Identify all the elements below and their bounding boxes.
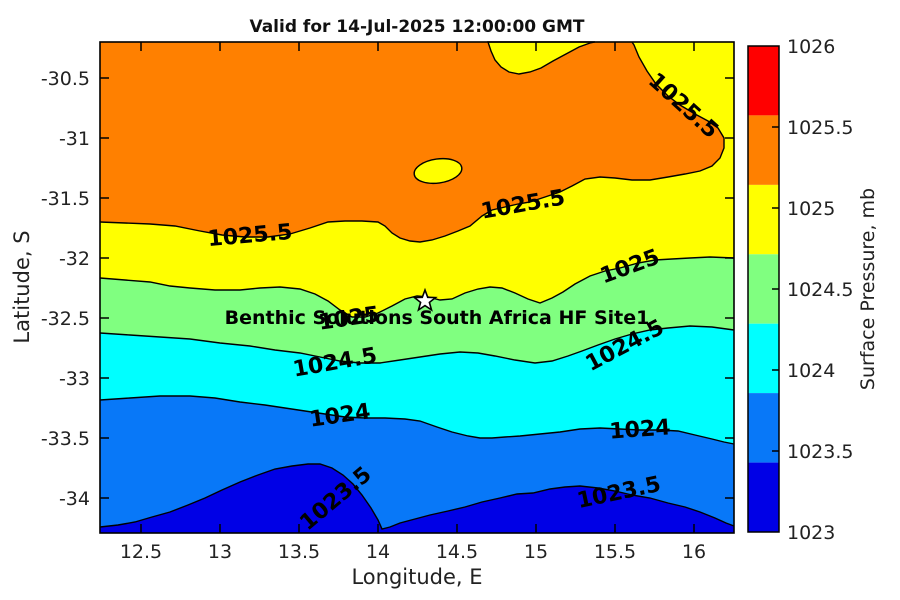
y-axis-label: Latitude, S — [10, 230, 34, 344]
contour-line-1023-5 — [99, 463, 735, 530]
colorbar — [747, 45, 780, 533]
contour-line-1025 — [99, 256, 735, 318]
y-tick-label: -32.5 — [40, 308, 90, 330]
colorbar-band-orange — [748, 115, 779, 185]
colorbar-tick-label: 1023 — [787, 522, 836, 544]
colorbar-ticks — [772, 126, 779, 452]
x-tick-label: 14.5 — [435, 541, 479, 563]
colorbar-tick-label: 1024.5 — [787, 279, 854, 301]
y-axis-ticks — [100, 77, 734, 499]
y-tick-label: -30.5 — [40, 68, 90, 90]
plot-border — [99, 41, 735, 534]
colorbar-band-red — [748, 46, 779, 116]
colorbar-tick-label: 1023.5 — [787, 441, 854, 463]
colorbar-tick-label: 1025 — [787, 198, 836, 220]
x-tick-label: 13 — [207, 541, 233, 563]
colorbar-band-cyan — [748, 323, 779, 394]
contour-line-1025-5 — [99, 41, 725, 243]
colorbar-band-yellow — [748, 184, 779, 255]
colorbar-tick-label: 1026 — [787, 36, 836, 58]
y-tick-label: -31 — [58, 128, 90, 150]
x-axis-label: Longitude, E — [351, 565, 483, 589]
colorbar-tick-label: 1024 — [787, 360, 836, 382]
y-tick-label: -31.5 — [40, 188, 90, 210]
plot-title: Valid for 14-Jul-2025 12:00:00 GMT — [249, 17, 585, 37]
colorbar-band-blue — [748, 393, 779, 463]
x-tick-label: 14 — [365, 541, 391, 563]
colorbar-border — [747, 45, 780, 533]
contour-line-1024-5 — [99, 325, 735, 364]
yellow-top-pocket — [487, 41, 596, 75]
colorbar-axis-label: Surface Pressure, mb — [857, 187, 879, 391]
x-axis-ticks — [140, 42, 695, 533]
contour-line-1024 — [99, 395, 735, 445]
y-tick-label: -33.5 — [40, 428, 90, 450]
contour-label-1024: 1024 — [608, 415, 672, 445]
x-tick-label: 15 — [523, 541, 549, 563]
colorbar-band-darkblue — [748, 462, 779, 532]
site-annotation-text: Benthic Solutions South Africa HF Site1 — [224, 307, 650, 329]
yellow-blob — [413, 157, 463, 185]
y-tick-label: -32 — [58, 248, 90, 270]
x-tick-label: 13.5 — [277, 541, 321, 563]
y-tick-label: -33 — [58, 368, 90, 390]
colorbar-tick-label: 1025.5 — [787, 117, 854, 139]
x-tick-label: 16 — [681, 541, 707, 563]
x-tick-label: 12.5 — [119, 541, 163, 563]
x-tick-label: 15.5 — [593, 541, 637, 563]
band-darkblue-region — [100, 464, 734, 533]
y-tick-label: -34 — [58, 488, 90, 510]
site-star-icon — [412, 287, 438, 312]
